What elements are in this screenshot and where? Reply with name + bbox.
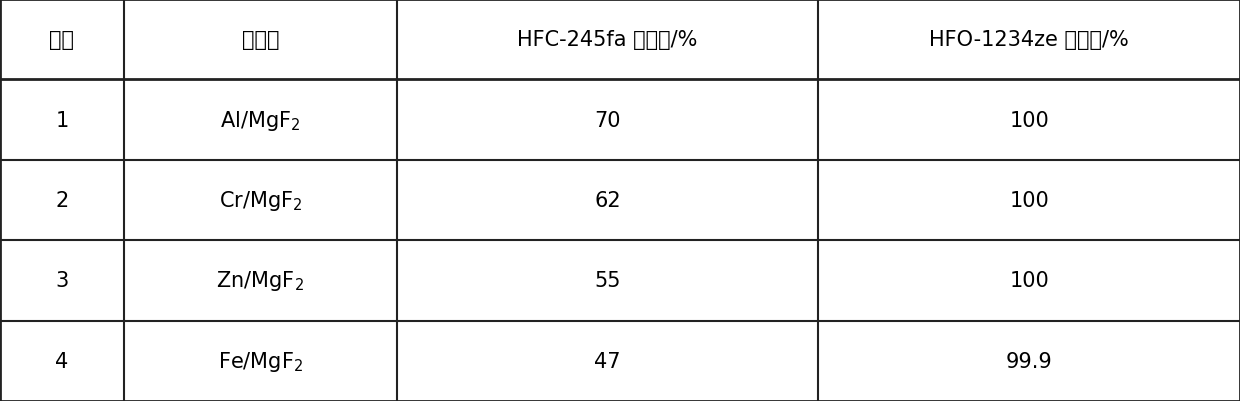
Text: Fe/MgF$_2$: Fe/MgF$_2$: [218, 349, 303, 373]
Text: Al/MgF$_2$: Al/MgF$_2$: [221, 108, 300, 132]
Text: 99.9: 99.9: [1006, 351, 1053, 371]
Text: 70: 70: [594, 110, 621, 130]
Text: 4: 4: [56, 351, 68, 371]
Text: 55: 55: [594, 271, 621, 291]
Text: 62: 62: [594, 190, 621, 211]
Text: 100: 100: [1009, 271, 1049, 291]
Text: 47: 47: [594, 351, 621, 371]
Text: 催化剂: 催化剂: [242, 30, 279, 50]
Text: 编号: 编号: [50, 30, 74, 50]
Text: Cr/MgF$_2$: Cr/MgF$_2$: [218, 188, 303, 213]
Text: Zn/MgF$_2$: Zn/MgF$_2$: [217, 269, 304, 293]
Text: 100: 100: [1009, 110, 1049, 130]
Text: 2: 2: [56, 190, 68, 211]
Text: 100: 100: [1009, 190, 1049, 211]
Text: HFO-1234ze 选择性/%: HFO-1234ze 选择性/%: [929, 30, 1130, 50]
Text: 1: 1: [56, 110, 68, 130]
Text: HFC-245fa 转化率/%: HFC-245fa 转化率/%: [517, 30, 698, 50]
Text: 3: 3: [56, 271, 68, 291]
